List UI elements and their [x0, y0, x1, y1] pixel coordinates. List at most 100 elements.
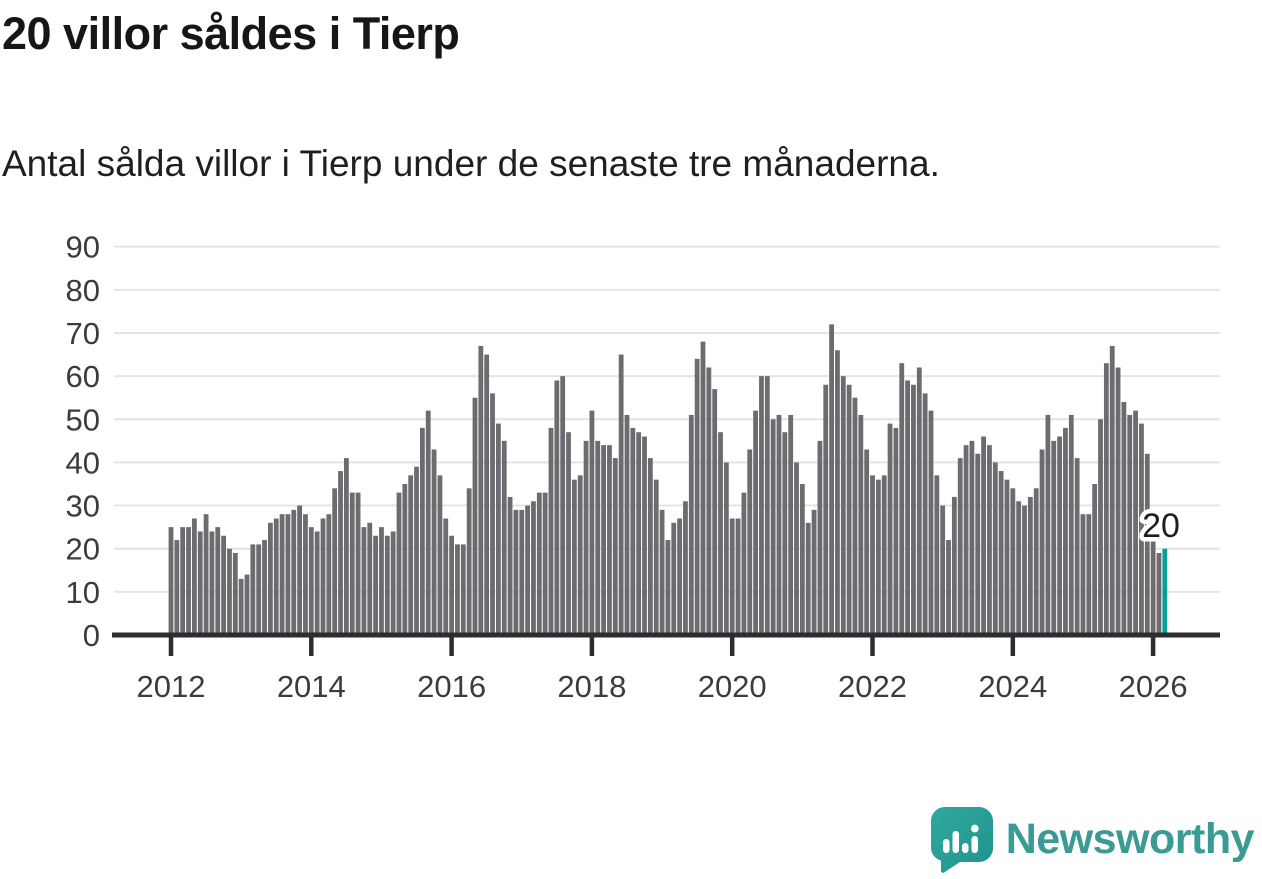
bar [267, 522, 273, 635]
bar [373, 535, 379, 635]
bar [227, 548, 232, 635]
brand-name: Newsworthy [1005, 815, 1255, 863]
bar [402, 483, 408, 635]
bar [1010, 488, 1016, 635]
bar [1150, 535, 1156, 635]
bar [969, 440, 975, 635]
bar [887, 423, 893, 635]
bar [893, 427, 899, 635]
bar [408, 475, 414, 635]
bar [460, 544, 466, 635]
bar [864, 449, 870, 635]
speech-bubble-shape [930, 807, 993, 873]
bar [934, 475, 940, 635]
bar [1121, 402, 1127, 635]
bar [414, 466, 419, 635]
bar [1016, 501, 1022, 635]
bar [706, 367, 712, 635]
bar [612, 458, 618, 635]
bar [788, 414, 794, 635]
bar [683, 501, 688, 635]
bar [262, 540, 267, 635]
bar [1057, 436, 1062, 635]
bar [273, 518, 279, 635]
bar [244, 574, 250, 635]
bar [1092, 483, 1098, 635]
bar [951, 496, 957, 635]
bar [630, 427, 636, 635]
bar [221, 535, 227, 635]
y-tick-label: 40 [66, 445, 100, 480]
bar [718, 432, 723, 635]
x-tick-label: 2022 [838, 669, 907, 704]
bar [928, 410, 934, 635]
bar [618, 354, 624, 635]
bar [776, 414, 782, 635]
bar [811, 509, 817, 635]
y-tick-label: 20 [66, 532, 100, 567]
bar [642, 436, 647, 635]
bar [653, 479, 659, 635]
page-title: 20 villor såldes i Tierp [2, 8, 460, 59]
bar [279, 514, 285, 635]
bar [384, 535, 390, 635]
bar [285, 514, 291, 635]
bar [250, 544, 256, 635]
x-tick-label: 2026 [1119, 669, 1188, 704]
bar [443, 518, 449, 635]
bar [566, 432, 571, 635]
bar [712, 389, 718, 635]
bar [858, 414, 864, 635]
bar [671, 522, 677, 635]
bar [484, 354, 490, 635]
bar [601, 445, 606, 635]
bar [203, 514, 209, 635]
bar [291, 509, 297, 635]
bar [478, 345, 484, 635]
bar [700, 341, 706, 635]
bar [367, 522, 373, 635]
bar [437, 475, 443, 635]
bar [677, 518, 682, 635]
bar [361, 527, 367, 635]
bar [168, 527, 174, 635]
bar [238, 578, 244, 635]
y-axis-labels: 0 10 20 30 40 50 60 70 80 90 [66, 230, 100, 653]
bar [759, 376, 764, 635]
bar [314, 531, 320, 635]
bar [542, 492, 548, 635]
bar [1051, 440, 1057, 635]
bar [1139, 423, 1144, 635]
bar [1045, 414, 1051, 635]
bar [799, 483, 805, 635]
bar [1098, 419, 1103, 635]
bar [916, 367, 922, 635]
bar [957, 458, 963, 635]
bar [180, 527, 186, 635]
bar [940, 505, 946, 635]
bar [390, 531, 396, 635]
bar [875, 479, 881, 635]
bar [548, 427, 554, 635]
bar [525, 505, 531, 635]
bar [1074, 458, 1080, 635]
bar [764, 376, 770, 635]
bar [449, 535, 455, 635]
bar [607, 445, 612, 635]
x-tick-label: 2020 [698, 669, 767, 704]
bar [577, 475, 583, 635]
bar [753, 410, 758, 635]
bar [343, 458, 349, 635]
bar [817, 440, 823, 635]
bar [232, 553, 238, 635]
bar [1022, 505, 1027, 635]
bar [536, 492, 542, 635]
bar [981, 436, 986, 635]
bar [723, 462, 729, 635]
bar [735, 518, 741, 635]
bar [455, 544, 460, 635]
bar [963, 445, 969, 635]
bar [174, 540, 180, 635]
bar [431, 449, 437, 635]
